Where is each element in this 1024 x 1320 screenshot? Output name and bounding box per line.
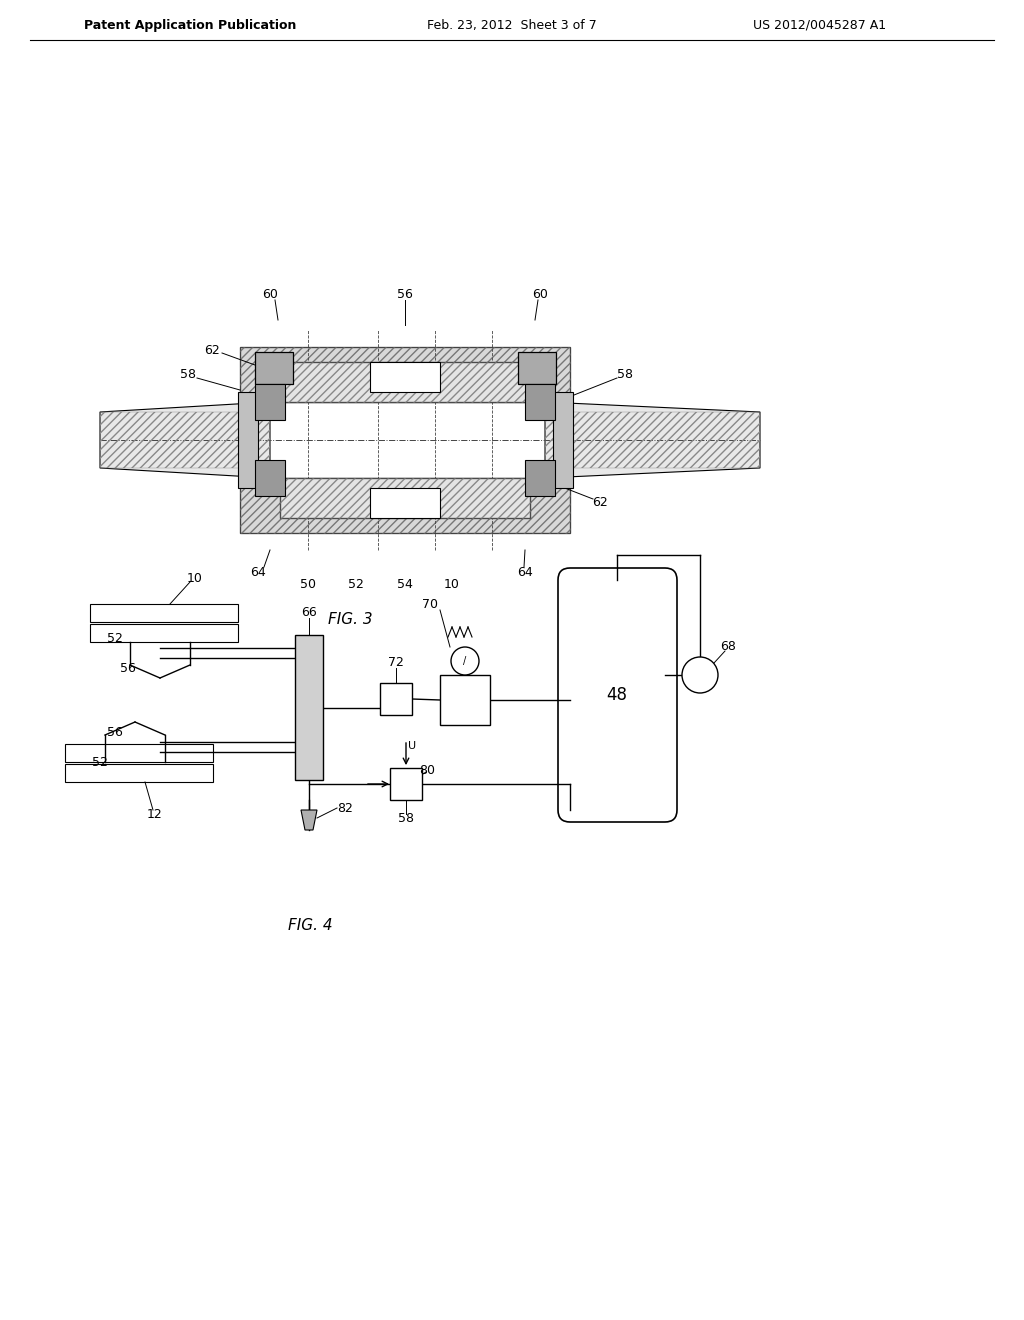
Text: 64: 64	[517, 565, 532, 578]
Text: 64: 64	[250, 565, 266, 578]
Text: US 2012/0045287 A1: US 2012/0045287 A1	[754, 18, 887, 32]
Text: 80: 80	[419, 763, 435, 776]
FancyBboxPatch shape	[558, 568, 677, 822]
Bar	[90, 605, 238, 622]
Bar	[280, 478, 530, 517]
Text: 58: 58	[180, 368, 196, 381]
Text: /: /	[464, 656, 467, 667]
Text: 68: 68	[720, 640, 736, 653]
Bar	[65, 744, 213, 762]
Text: 52: 52	[348, 578, 364, 591]
Bar	[380, 682, 412, 715]
Bar	[370, 362, 440, 392]
Text: 54: 54	[397, 578, 413, 591]
Text: 52: 52	[108, 631, 123, 644]
Text: 56: 56	[397, 289, 413, 301]
Text: 58: 58	[617, 368, 633, 381]
Bar	[240, 347, 570, 403]
Bar	[390, 768, 422, 800]
Text: 82: 82	[337, 801, 353, 814]
Text: 72: 72	[388, 656, 403, 669]
Text: 70: 70	[422, 598, 438, 611]
Bar	[240, 478, 570, 533]
Polygon shape	[301, 810, 317, 830]
Bar	[240, 478, 570, 533]
Polygon shape	[545, 403, 760, 478]
Bar	[280, 362, 530, 403]
Bar	[295, 635, 323, 780]
Bar	[525, 384, 555, 420]
Text: 52: 52	[92, 755, 108, 768]
Bar	[553, 392, 573, 488]
Text: Feb. 23, 2012  Sheet 3 of 7: Feb. 23, 2012 Sheet 3 of 7	[427, 18, 597, 32]
Text: 10: 10	[187, 572, 203, 585]
Circle shape	[682, 657, 718, 693]
Text: 56: 56	[120, 661, 136, 675]
Text: 62: 62	[204, 343, 220, 356]
Bar	[65, 764, 213, 781]
Text: 10: 10	[444, 578, 460, 591]
Circle shape	[451, 647, 479, 675]
Bar	[255, 384, 285, 420]
Bar	[525, 459, 555, 496]
Text: 12: 12	[147, 808, 163, 821]
Bar	[518, 352, 556, 384]
Bar	[280, 478, 530, 517]
Text: 60: 60	[262, 289, 278, 301]
Text: Patent Application Publication: Patent Application Publication	[84, 18, 296, 32]
Bar	[100, 412, 270, 469]
Bar	[238, 392, 258, 488]
Text: 62: 62	[592, 495, 608, 508]
Text: FIG. 4: FIG. 4	[288, 917, 333, 932]
Bar	[440, 675, 490, 725]
Text: 56: 56	[108, 726, 123, 738]
Text: 48: 48	[606, 686, 628, 704]
Text: 58: 58	[398, 812, 414, 825]
Text: 50: 50	[300, 578, 316, 591]
Bar	[545, 412, 760, 469]
Text: U: U	[408, 741, 416, 751]
Bar	[90, 624, 238, 642]
Bar	[255, 459, 285, 496]
Bar	[240, 347, 570, 403]
Text: FIG. 3: FIG. 3	[328, 612, 373, 627]
Polygon shape	[100, 403, 270, 478]
Bar	[280, 362, 530, 403]
Bar	[255, 352, 293, 384]
Text: 66: 66	[301, 606, 316, 619]
Text: 60: 60	[532, 289, 548, 301]
Bar	[370, 488, 440, 517]
